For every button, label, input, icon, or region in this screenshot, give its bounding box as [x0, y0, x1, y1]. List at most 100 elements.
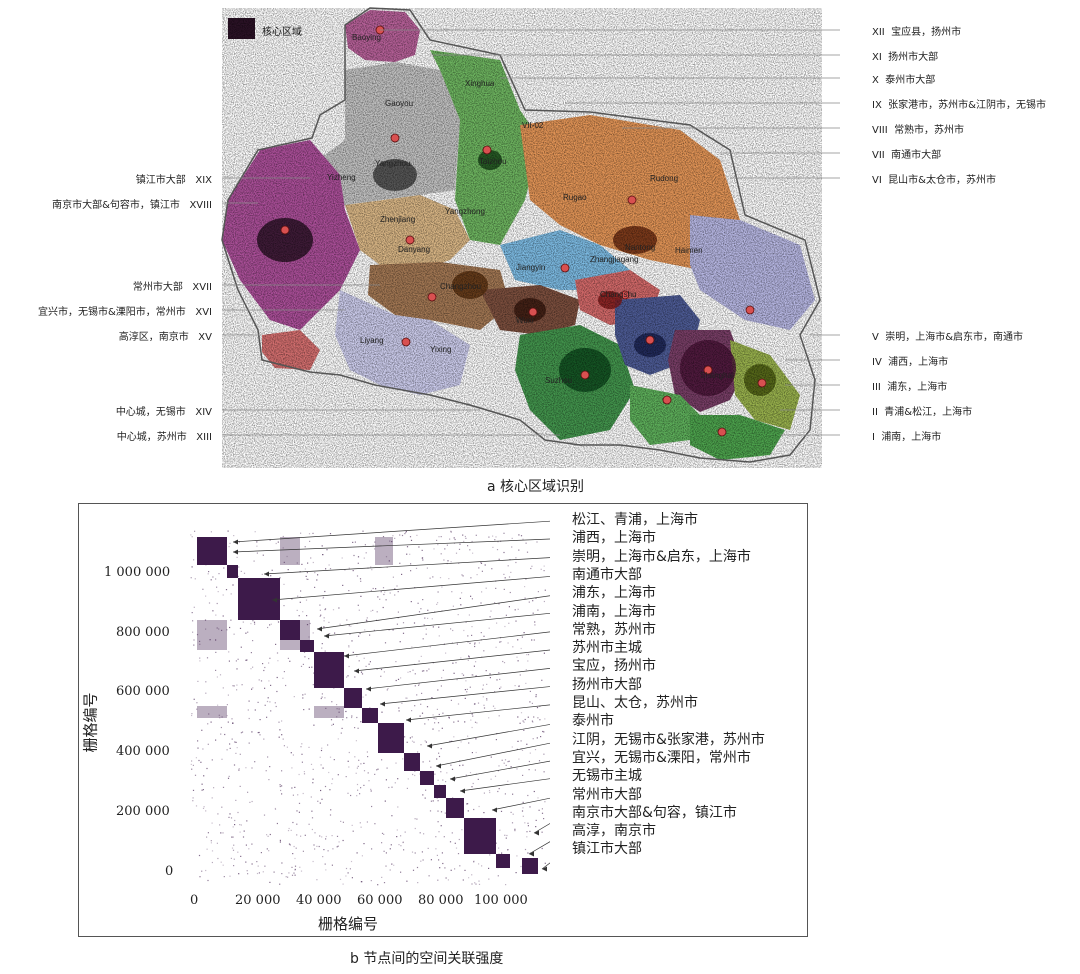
caption-a: a 核心区域识别 [487, 479, 585, 495]
matrix-dot [542, 730, 544, 733]
matrix-dot [458, 838, 460, 841]
matrix-dot [527, 794, 529, 797]
arrow-head [317, 626, 322, 632]
matrix-dot [279, 729, 281, 731]
matrix-dot [331, 864, 333, 866]
matrix-dot [508, 606, 510, 608]
matrix-dot [438, 730, 440, 732]
matrix-dot [199, 657, 201, 659]
matrix-dot [406, 741, 408, 743]
matrix-dot [344, 569, 346, 571]
matrix-dot [418, 683, 420, 685]
matrix-dot [543, 771, 545, 773]
matrix-dot [518, 685, 520, 687]
matrix-dot [228, 660, 230, 662]
matrix-dot [514, 685, 516, 687]
arrow-head [460, 788, 465, 794]
label-arrow [323, 612, 550, 637]
matrix-dot [206, 767, 208, 770]
matrix-dot [374, 541, 376, 543]
matrix-dot [332, 848, 334, 850]
matrix-dot [356, 655, 358, 657]
matrix-dot [298, 802, 301, 804]
matrix-dot [357, 727, 359, 729]
matrix-dot [266, 700, 269, 703]
matrix-dot [462, 674, 465, 676]
matrix-dot [201, 783, 203, 785]
matrix-dot [535, 694, 537, 696]
matrix-dot [518, 758, 520, 760]
matrix-dot [507, 642, 509, 644]
matrix-dot [366, 617, 368, 619]
matrix-dot [420, 744, 422, 746]
matrix-dot [496, 679, 498, 681]
matrix-dot [312, 684, 314, 686]
matrix-dot [437, 779, 439, 781]
matrix-dot [440, 536, 442, 538]
matrix-dot [241, 731, 244, 733]
matrix-dot [328, 564, 330, 566]
matrix-dot [359, 632, 361, 635]
matrix-dot [319, 615, 321, 617]
label-arrow [232, 538, 550, 553]
matrix-dot [450, 561, 452, 563]
matrix-dot [496, 549, 499, 551]
matrix-dot [480, 562, 483, 564]
matrix-dot [204, 619, 207, 621]
matrix-dot [222, 594, 224, 596]
matrix-dot [375, 588, 377, 590]
matrix-dot [450, 531, 452, 533]
matrix-dot [397, 611, 399, 613]
matrix-dot [488, 790, 491, 792]
matrix-dot [287, 569, 289, 571]
matrix-dot [428, 875, 430, 877]
matrix-dot [348, 625, 350, 627]
matrix-dot [475, 661, 477, 663]
matrix-dot [484, 564, 486, 566]
matrix-dot [540, 736, 542, 738]
matrix-dot [473, 808, 475, 811]
matrix-dot [507, 761, 509, 763]
matrix-dot [351, 715, 353, 717]
matrix-dot [396, 829, 398, 831]
matrix-dot [411, 646, 413, 648]
matrix-dot [245, 659, 247, 661]
matrix-dot [444, 867, 446, 869]
matrix-dot [327, 744, 329, 746]
matrix-dot [312, 778, 314, 780]
matrix-dot [281, 734, 283, 736]
matrix-dot [358, 759, 360, 761]
matrix-dot [336, 716, 338, 718]
matrix-dot [234, 741, 236, 743]
matrix-dot [461, 673, 463, 675]
matrix-dot [419, 715, 421, 717]
matrix-dot [212, 576, 214, 578]
matrix-dot [508, 760, 510, 762]
matrix-dot [384, 591, 386, 593]
matrix-dot [431, 697, 433, 699]
matrix-dot [230, 817, 233, 819]
matrix-dot [358, 660, 360, 662]
matrix-dot [544, 718, 546, 720]
matrix-dot [397, 806, 399, 808]
matrix-dot [417, 882, 419, 884]
matrix-dot [521, 749, 524, 751]
matrix-dot [351, 716, 353, 719]
matrix-label: 宜兴，无锡市&溧阳，常州市 [572, 749, 751, 766]
matrix-dot [402, 622, 405, 624]
matrix-dot [461, 592, 463, 594]
matrix-dot [541, 812, 544, 814]
matrix-dot [437, 800, 439, 802]
matrix-dot [440, 825, 442, 827]
matrix-dot [507, 849, 509, 851]
matrix-dot [359, 578, 362, 580]
matrix-dot [269, 624, 271, 626]
matrix-dot [299, 866, 301, 868]
matrix-dot [251, 767, 253, 769]
arrow-head [366, 686, 371, 692]
matrix-dot [252, 687, 254, 689]
matrix-dot [328, 621, 330, 623]
matrix-dot [406, 697, 408, 699]
matrix-dot [252, 666, 254, 668]
matrix-dot [440, 748, 442, 750]
